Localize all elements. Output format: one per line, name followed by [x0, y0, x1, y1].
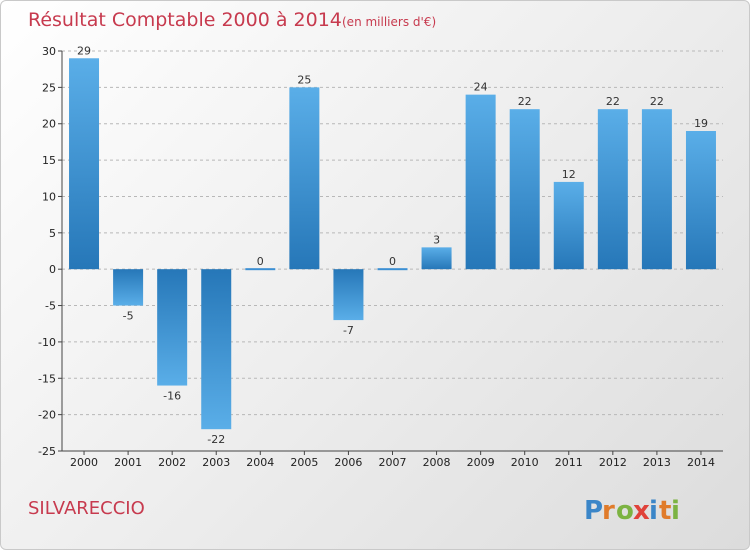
y-tick-label: 30 [42, 45, 56, 58]
value-label: -22 [207, 433, 225, 446]
logo-letter: P [584, 496, 603, 526]
y-tick-label: -10 [38, 336, 56, 349]
value-label: -16 [163, 390, 181, 403]
bar [245, 268, 276, 271]
value-label: 19 [694, 117, 708, 130]
y-tick-label: -25 [38, 445, 56, 458]
commune-name: SILVARECCIO [28, 498, 145, 519]
bar [69, 58, 100, 270]
bar [685, 131, 716, 270]
value-label: 0 [257, 255, 264, 268]
value-label: 3 [433, 233, 440, 246]
proxiti-logo: Pr o x i t i [584, 496, 680, 526]
value-label: 22 [518, 95, 532, 108]
value-label: 12 [562, 168, 576, 181]
x-tick-label: 2004 [246, 456, 274, 469]
bar [157, 269, 188, 386]
logo-letter: x [633, 496, 650, 526]
value-label: 25 [297, 73, 311, 86]
logo-letter: t [659, 496, 671, 526]
value-label: 22 [650, 95, 664, 108]
bar [465, 94, 496, 270]
y-tick-label: 10 [42, 190, 56, 203]
x-tick-label: 2011 [555, 456, 583, 469]
value-labels: 29 -5 -16 -22 0 25 -7 0 3 24 22 12 22 22 19 [77, 44, 708, 446]
y-tick-label: 15 [42, 154, 56, 167]
axes [61, 51, 723, 452]
bar [421, 247, 452, 270]
bars [69, 58, 716, 430]
x-tick-label: 2005 [290, 456, 318, 469]
bar [333, 269, 364, 321]
x-tick-label: 2014 [687, 456, 715, 469]
bar [377, 268, 408, 271]
x-axis-ticks: 2000 2001 2002 2003 2004 2005 2006 2007 2008 2009… [70, 451, 715, 469]
logo-letter: i [671, 496, 680, 526]
x-tick-label: 2007 [379, 456, 407, 469]
bar [113, 269, 144, 306]
x-tick-label: 2002 [158, 456, 186, 469]
x-tick-label: 2012 [599, 456, 627, 469]
x-tick-label: 2009 [467, 456, 495, 469]
bar [597, 109, 628, 270]
chart-title: Résultat Comptable 2000 à 2014 [28, 9, 342, 31]
y-tick-label: 5 [49, 227, 56, 240]
value-label: -7 [343, 324, 354, 337]
bar [553, 181, 584, 270]
x-tick-label: 2003 [202, 456, 230, 469]
logo-letter: i [649, 496, 658, 526]
y-tick-label: -15 [38, 372, 56, 385]
value-label: 24 [474, 81, 488, 94]
value-label: -5 [123, 310, 134, 323]
x-tick-label: 2006 [334, 456, 362, 469]
x-tick-label: 2001 [114, 456, 142, 469]
y-tick-label: 20 [42, 118, 56, 131]
y-axis-ticks: 30 25 20 15 10 5 0 -5 -10 -15 -20 -25 [38, 45, 62, 458]
logo-letter: o [616, 496, 634, 526]
y-tick-label: 25 [42, 81, 56, 94]
y-tick-label: -5 [45, 300, 56, 313]
x-tick-label: 2008 [423, 456, 451, 469]
value-label: 0 [389, 255, 396, 268]
x-tick-label: 2013 [643, 456, 671, 469]
value-label: 22 [606, 95, 620, 108]
chart-subtitle: (en milliers d'€) [342, 15, 436, 29]
bar [509, 109, 540, 270]
x-tick-label: 2010 [511, 456, 539, 469]
bar [641, 109, 672, 270]
bar [201, 269, 232, 430]
y-tick-label: 0 [49, 263, 56, 276]
bar [289, 87, 320, 270]
logo-letter: r [602, 496, 615, 526]
x-tick-label: 2000 [70, 456, 98, 469]
value-label: 29 [77, 44, 91, 57]
y-tick-label: -20 [38, 409, 56, 422]
